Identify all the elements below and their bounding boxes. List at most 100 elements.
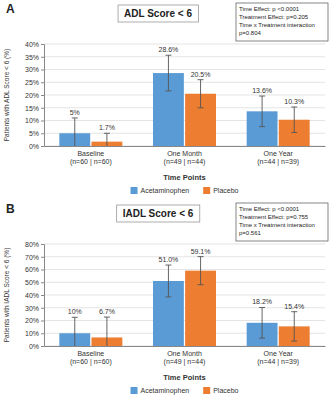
error-bar-cap [291,311,297,312]
error-bar [72,317,78,346]
annotation: Time Effect: p <0.0001 Treatment Effect: … [236,203,328,241]
error-bar-cap [198,284,204,285]
annotation-text: p=0.561 [239,230,262,236]
y-tick-label: 30% [25,304,39,311]
category-line: Baseline [77,350,104,357]
data-label: 10.3% [284,98,304,105]
error-bar-cap [72,117,78,118]
category-line: One Year [264,150,294,157]
error-bar-cap [259,338,265,339]
category-label: One Month(n=49 | n=44) [164,350,206,366]
y-tick: 50% [25,279,44,286]
data-label: 20.5% [191,71,211,78]
y-tick-label: 10% [25,330,39,337]
panel-label: B [6,202,15,216]
y-axis-line [41,245,45,347]
error-bar [291,107,297,133]
error-bar-stem [168,265,169,297]
error-bar-stem [294,312,295,341]
data-labels: 5%28.6%13.6%1.7%20.5%10.3% [70,46,304,131]
y-tick: 40% [25,292,44,299]
y-tick: 70% [25,253,44,260]
y-tick-label: 40% [25,292,39,299]
title: ADL Score < 6 [124,8,192,19]
y-tick: 10% [25,117,44,124]
y-tick-label: 40% [25,41,39,48]
panel: BIADL Score < 6Time Effect: p <0.0001Tre… [3,202,328,395]
grid-line [44,320,325,321]
title-box [118,5,198,22]
category-line: One Month [167,350,202,357]
error-bar [259,96,265,127]
y-tick-mark [41,333,44,334]
grid-line [44,307,325,308]
y-tick: 20% [25,317,44,324]
y-tick-label: 80% [25,241,39,248]
data-label: 15.4% [284,303,304,310]
x-axis-line [45,346,326,347]
error-bar-stem [262,307,263,338]
error-bar-cap [104,317,110,318]
annotation-box [236,3,328,41]
error-bar [104,133,110,146]
y-tick: 35% [25,53,44,60]
y-tick-mark [41,121,44,122]
error-bar-stem [262,96,263,127]
data-labels: 10%51.0%18.2%6.7%59.1%15.4% [68,248,304,316]
grid-line [44,44,325,45]
y-tick-mark [41,57,44,58]
grid-line [44,69,325,70]
error-bar-stem [74,118,75,146]
error-bar [104,317,110,346]
error-bar-cap [72,317,78,318]
error-bar-cap [198,256,204,257]
error-bar-cap [291,106,297,107]
annotation-text: Time Effect: p <0.0001 [239,206,300,212]
error-bar-cap [259,96,265,97]
category-line: One Year [264,350,294,357]
grid-line [44,244,325,245]
y-tick-mark [41,70,44,71]
y-tick-mark [41,295,44,296]
plot-area [59,257,309,346]
panel: AADL Score < 6Time Effect: p <0.0001Trea… [3,2,328,195]
title-box [117,205,200,222]
y-tick: 30% [25,304,44,311]
y-tick: 25% [25,79,44,86]
annotation-text: Treatment Effect: p=0.205 [239,14,309,20]
error-bar-cap [198,79,204,80]
category-line: (n=49 | n=44) [164,158,206,166]
y-tick: 20% [25,92,44,99]
category-label: Baseline(n=60 | n=60) [70,350,112,366]
y-tick: 15% [25,104,44,111]
y-tick: 60% [25,266,44,273]
legend-swatch [203,387,210,394]
error-bar [198,257,204,285]
error-bar-stem [294,107,295,133]
data-label: 51.0% [159,256,179,263]
data-label: 18.2% [252,298,272,305]
error-bar [259,307,265,338]
annotation-text: Treatment Effect: p=0.755 [239,214,309,220]
y-tick-mark [41,308,44,309]
legend-label: Acetaminophen [141,387,190,395]
grid-line [44,295,325,296]
y-tick-mark [41,257,44,258]
grid-line [44,95,325,96]
y-tick-mark [41,133,44,134]
legend-label: Placebo [213,187,238,194]
x-axis-title: Time Points [163,173,205,182]
y-tick-mark [41,95,44,96]
y-tick: 40% [25,41,44,48]
legend-item: Acetaminophen [131,387,190,395]
y-tick-label: 5% [29,130,39,137]
legend-item: Acetaminophen [131,187,190,195]
annotation-text: p=0.804 [239,30,262,36]
y-axis: 0%5%10%15%20%25%30%35%40% [25,41,45,150]
legend-label: Acetaminophen [141,187,190,195]
error-bar [198,80,204,108]
error-bar-cap [165,55,171,56]
category-line: Baseline [77,150,104,157]
legend-swatch [203,187,210,194]
error-bar-cap [259,307,265,308]
